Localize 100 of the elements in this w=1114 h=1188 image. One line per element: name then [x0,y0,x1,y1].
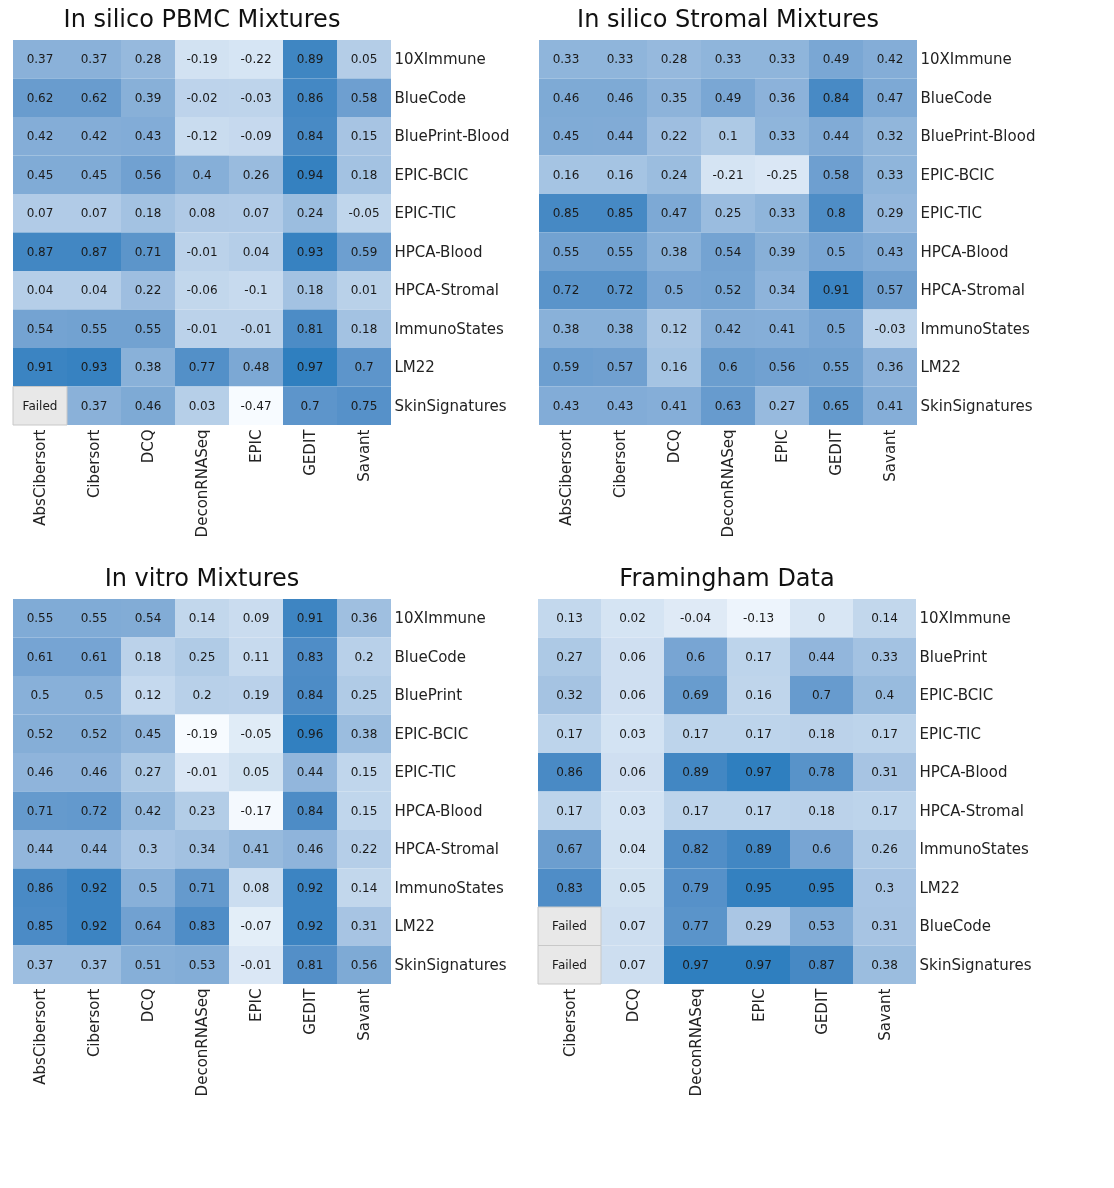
y-tick-label: BluePrint [394,686,463,705]
data-label: 0.42 [26,129,54,144]
data-label: 0.28 [660,52,688,67]
data-label: 0.33 [768,206,796,221]
data-label: 0.93 [296,244,324,259]
x-tick-label: Savant [881,429,899,482]
data-label: 0.89 [745,842,772,857]
data-label: 0.44 [822,129,850,144]
data-label: 0.46 [134,398,162,413]
x-tick-label: Savant [355,988,373,1041]
data-label: 0.55 [80,611,108,626]
y-tick-label: ImmunoStates [919,840,1030,859]
x-tick-label: GEDIT [812,987,831,1035]
data-label: 0.27 [134,765,162,780]
data-label: 0.75 [350,398,378,413]
data-label: 0.41 [876,398,904,413]
data-label: 0.38 [606,321,634,336]
data-label: 0.22 [660,129,688,144]
x-tick-label: DCQ [139,988,157,1023]
data-label: 0.42 [134,803,162,818]
data-label: 0.36 [350,611,378,626]
data-label: 0.49 [822,52,850,67]
data-label: 0.2 [192,688,212,703]
data-label: 0.81 [296,321,324,336]
chart-title: Framingham Data [619,564,835,592]
x-tick-label: Savant [875,988,894,1041]
data-label: -0.03 [240,90,272,105]
data-label: 0.1 [718,129,738,144]
data-label: 0.35 [660,90,688,105]
chart-title: In silico PBMC Mixtures [63,5,341,33]
data-label: 0.55 [606,244,634,259]
data-label: 0.07 [619,919,646,934]
data-label: 0.55 [80,321,108,336]
data-label: 0.61 [26,649,54,664]
y-tick-label: LM22 [394,917,435,936]
data-label: 0.62 [80,90,108,105]
y-tick-label: ImmunoStates [394,878,505,897]
data-label: 0.46 [606,90,634,105]
data-label: 0.07 [619,957,646,972]
data-label: 0.41 [660,398,688,413]
data-label: 0.33 [876,167,904,182]
chart-title: In vitro Mixtures [104,564,300,592]
data-label: 0.03 [619,803,646,818]
y-tick-label: HPCA-Stromal [920,281,1026,300]
y-tick-label: BluePrint-Blood [394,127,510,146]
x-tick-label: GEDIT [827,428,845,476]
data-label: 0.37 [80,52,108,67]
data-label: 0.84 [296,803,324,818]
data-label: -0.47 [240,398,272,413]
x-tick-label: GEDIT [301,987,319,1035]
data-label: 0.11 [242,649,270,664]
data-label: -0.12 [186,129,218,144]
x-tick-label: GEDIT [301,428,319,476]
y-tick-label: HPCA-Stromal [394,840,500,859]
data-label: 0.32 [556,688,583,703]
data-label: 0.45 [26,167,54,182]
data-label: 0.44 [606,129,634,144]
data-label: 0.52 [714,283,742,298]
data-label: 0.46 [296,842,324,857]
y-tick-label: EPIC-TIC [920,204,983,223]
y-tick-label: SkinSignatures [394,955,507,974]
data-label: -0.03 [874,321,906,336]
data-label: 0.5 [826,321,846,336]
x-tick-label: DeconRNASeq [686,988,705,1097]
data-label: 0.29 [876,206,904,221]
data-label: -0.01 [186,321,218,336]
data-label: 0.55 [552,244,580,259]
data-label: 0.71 [188,880,216,895]
data-label: 0.07 [80,206,108,221]
data-label: 0.41 [242,842,270,857]
y-tick-label: SkinSignatures [394,396,507,415]
data-label: 0.46 [552,90,580,105]
data-label: 0.14 [350,880,378,895]
y-tick-label: BluePrint [919,647,988,666]
data-label: 0.79 [682,880,709,895]
y-tick-label: BlueCode [920,88,993,107]
x-tick-label: Cibersort [85,429,103,499]
data-label: 0.12 [134,688,162,703]
data-label: 0.72 [606,283,634,298]
data-label: 0.17 [682,803,709,818]
data-label: 0.91 [822,283,850,298]
data-label: 0.44 [808,649,835,664]
x-tick-label: DeconRNASeq [193,429,211,538]
data-label: 0.5 [138,880,158,895]
data-label: 0.92 [80,880,108,895]
data-label: 0.34 [188,842,216,857]
data-label: 0.14 [188,611,216,626]
data-label: 0.17 [745,649,772,664]
data-label: 0.94 [296,167,324,182]
data-label: 0.46 [26,765,54,780]
data-label: 0.56 [134,167,162,182]
y-tick-label: ImmunoStates [920,319,1031,338]
data-label: 0.17 [682,726,709,741]
data-label: 0.25 [350,688,378,703]
y-tick-label: LM22 [920,358,961,377]
data-label: 0.06 [619,649,646,664]
data-label: 0.41 [768,321,796,336]
y-tick-label: EPIC-TIC [394,763,457,782]
text: Failed [22,398,58,413]
x-tick-label: DeconRNASeq [193,988,211,1097]
